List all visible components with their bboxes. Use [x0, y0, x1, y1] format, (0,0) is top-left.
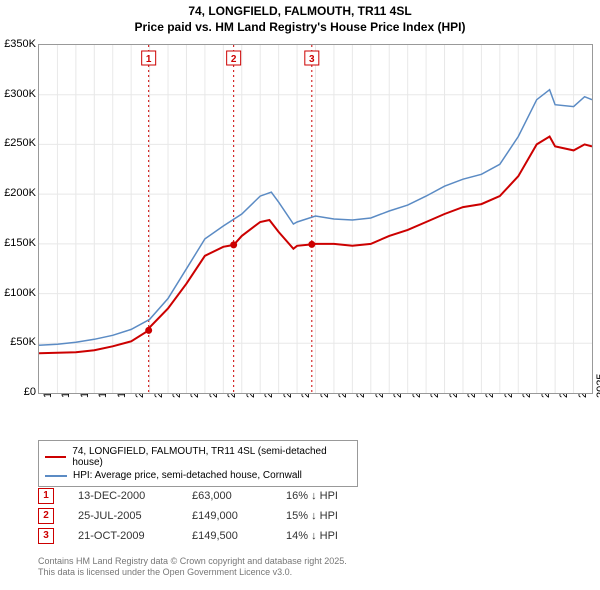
title-address: 74, LONGFIELD, FALMOUTH, TR11 4SL [0, 4, 600, 20]
chart-plot-area: 1 2 3 [38, 44, 593, 394]
y-tick-label: £200K [4, 187, 36, 199]
sales-table: 1 13-DEC-2000 £63,000 16% ↓ HPI 2 25-JUL… [38, 486, 338, 546]
footer-attribution: Contains HM Land Registry data © Crown c… [38, 556, 347, 579]
table-row: 2 25-JUL-2005 £149,000 15% ↓ HPI [38, 506, 338, 526]
footer-line2: This data is licensed under the Open Gov… [38, 567, 347, 578]
sale-date: 25-JUL-2005 [78, 510, 168, 522]
sale-marker-1: 1 [38, 488, 54, 504]
x-tick-label: 2025 [595, 374, 600, 398]
legend-label-hpi: HPI: Average price, semi-detached house,… [73, 470, 302, 481]
sale-marker-3: 3 [38, 528, 54, 544]
y-tick-label: £350K [4, 38, 36, 50]
y-tick-label: £100K [4, 287, 36, 299]
legend-row-hpi: HPI: Average price, semi-detached house,… [45, 469, 351, 482]
y-tick-label: £150K [4, 237, 36, 249]
y-tick-label: £50K [10, 336, 36, 348]
svg-text:1: 1 [146, 54, 152, 65]
sale-diff: 14% ↓ HPI [286, 530, 338, 542]
table-row: 3 21-OCT-2009 £149,500 14% ↓ HPI [38, 526, 338, 546]
legend-label-property: 74, LONGFIELD, FALMOUTH, TR11 4SL (semi-… [72, 446, 351, 468]
chart-svg: 1 2 3 [39, 45, 592, 393]
legend-swatch-hpi [45, 475, 67, 477]
legend: 74, LONGFIELD, FALMOUTH, TR11 4SL (semi-… [38, 440, 358, 487]
legend-row-property: 74, LONGFIELD, FALMOUTH, TR11 4SL (semi-… [45, 445, 351, 469]
table-row: 1 13-DEC-2000 £63,000 16% ↓ HPI [38, 486, 338, 506]
sale-diff: 15% ↓ HPI [286, 510, 338, 522]
sale-date: 21-OCT-2009 [78, 530, 168, 542]
legend-swatch-property [45, 456, 66, 458]
sale-price: £149,500 [192, 530, 262, 542]
title-subtitle: Price paid vs. HM Land Registry's House … [0, 20, 600, 36]
svg-text:3: 3 [309, 54, 315, 65]
sale-diff: 16% ↓ HPI [286, 490, 338, 502]
y-tick-label: £250K [4, 137, 36, 149]
y-tick-label: £300K [4, 88, 36, 100]
svg-text:2: 2 [231, 54, 237, 65]
footer-line1: Contains HM Land Registry data © Crown c… [38, 556, 347, 567]
y-tick-label: £0 [24, 386, 36, 398]
sale-price: £149,000 [192, 510, 262, 522]
sale-price: £63,000 [192, 490, 262, 502]
sale-date: 13-DEC-2000 [78, 490, 168, 502]
chart-container: 74, LONGFIELD, FALMOUTH, TR11 4SL Price … [0, 0, 600, 590]
sale-marker-2: 2 [38, 508, 54, 524]
title-block: 74, LONGFIELD, FALMOUTH, TR11 4SL Price … [0, 0, 600, 35]
